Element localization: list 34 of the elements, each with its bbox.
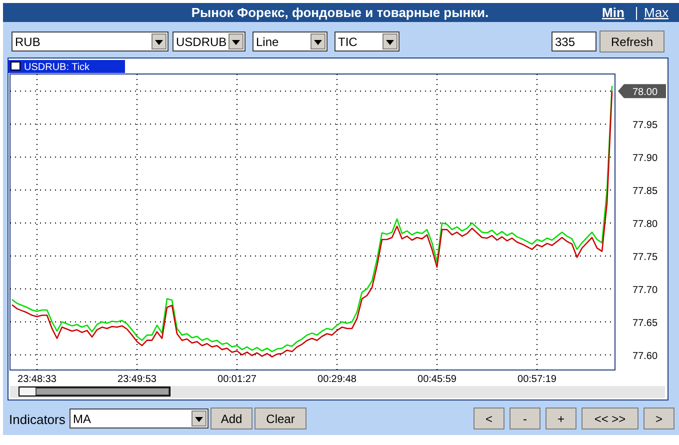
y-tick-label: 77.65 — [632, 318, 658, 329]
text: Refresh — [610, 35, 654, 49]
y-tick-label: 77.80 — [632, 218, 658, 230]
chart-subtitle: USDRUB: Tick — [24, 62, 91, 73]
text: MA — [73, 412, 91, 426]
x-tick-label: 00:57:19 — [518, 374, 557, 385]
text: Indicators — [9, 412, 66, 427]
text: 335 — [555, 35, 576, 49]
text: RUB — [15, 35, 40, 49]
text: + — [557, 412, 565, 426]
x-tick-label: 23:48:33 — [18, 374, 57, 385]
text: < — [485, 412, 493, 426]
x-tick-label: 23:49:53 — [118, 374, 157, 385]
text: Max — [644, 5, 670, 20]
text: > — [655, 412, 663, 426]
y-tick-label: 77.60 — [632, 350, 658, 362]
chart-title: Рынок Форекс, фондовые и товарные рынки. — [191, 5, 489, 20]
text: << >> — [594, 412, 626, 426]
y-tick-label: 77.85 — [632, 186, 658, 198]
x-tick-label: 00:29:48 — [318, 374, 357, 385]
y-tick-label: 77.95 — [632, 120, 658, 132]
text: Clear — [266, 412, 295, 426]
x-tick-label: 00:45:59 — [418, 374, 457, 385]
text: USDRUB — [176, 35, 227, 49]
y-tick-label: 77.90 — [632, 153, 658, 164]
y-tick-label: 78.00 — [632, 87, 658, 98]
x-tick-label: 00:01:27 — [218, 374, 257, 385]
text: Line — [256, 35, 280, 49]
text: TIC — [338, 35, 358, 49]
text: Add — [220, 412, 242, 426]
text: - — [523, 412, 527, 426]
y-tick-label: 77.75 — [632, 252, 658, 263]
text: Min — [602, 5, 624, 20]
y-tick-label: 77.70 — [632, 284, 658, 296]
